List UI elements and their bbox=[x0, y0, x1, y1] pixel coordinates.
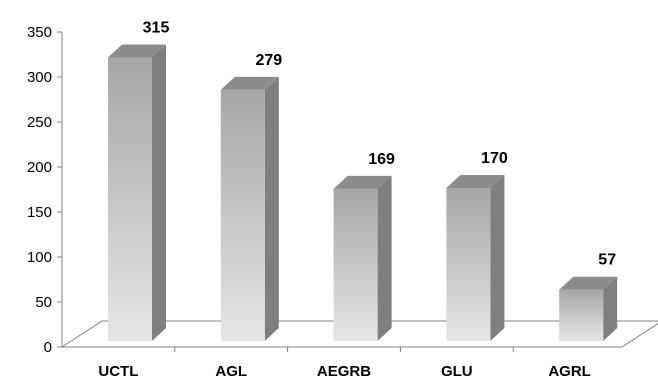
bar-top-face bbox=[559, 276, 618, 290]
bar-side-face bbox=[152, 44, 166, 341]
bar-top-face bbox=[108, 44, 166, 58]
x-tick-label: GLU bbox=[441, 363, 473, 380]
bar-uctl bbox=[108, 44, 166, 341]
y-tick-label: 50 bbox=[35, 294, 52, 311]
bar-front-face bbox=[333, 188, 378, 341]
data-label: 279 bbox=[255, 52, 282, 69]
y-tick-label: 100 bbox=[27, 249, 52, 266]
bar-front-face bbox=[108, 57, 152, 341]
x-tick-label: AEGRB bbox=[317, 363, 371, 380]
bar-glu bbox=[446, 175, 505, 341]
bar-top-face bbox=[446, 175, 505, 188]
bar-front-face bbox=[220, 89, 265, 342]
bar-side-face bbox=[264, 76, 279, 342]
y-axis bbox=[57, 31, 622, 352]
bar-side-face bbox=[490, 175, 505, 341]
y-tick-label: 300 bbox=[27, 69, 52, 86]
bar-top-face bbox=[220, 76, 279, 90]
bar-side-face bbox=[603, 276, 618, 341]
data-label: 315 bbox=[143, 20, 170, 37]
bar-top-face bbox=[333, 175, 392, 189]
x-tick-label: UCTL bbox=[98, 363, 138, 380]
y-tick-label: 150 bbox=[27, 204, 52, 221]
x-tick-labels: UCTL AGL AEGRB GLU AGRL bbox=[98, 363, 590, 380]
bar-side-face bbox=[377, 175, 392, 341]
x-tick-label: AGRL bbox=[548, 363, 591, 380]
bar-aegrb bbox=[333, 175, 392, 341]
y-tick-label: 350 bbox=[27, 24, 52, 41]
data-label: 170 bbox=[481, 150, 508, 167]
y-tick-label: 250 bbox=[27, 114, 52, 131]
y-tick-labels: 0 50 100 150 200 250 300 350 bbox=[27, 24, 52, 356]
data-label: 57 bbox=[598, 252, 616, 269]
bar-agrl bbox=[559, 276, 618, 341]
bar-front-face bbox=[559, 289, 604, 341]
data-label: 169 bbox=[368, 151, 395, 168]
bar-agl bbox=[220, 76, 279, 342]
y-tick-label: 0 bbox=[44, 339, 52, 356]
x-tick-label: AGL bbox=[215, 363, 247, 380]
y-tick-label: 200 bbox=[27, 159, 52, 176]
data-labels: 315 279 169 170 57 bbox=[143, 20, 617, 269]
bar-front-face bbox=[446, 188, 491, 341]
bars bbox=[108, 44, 618, 342]
